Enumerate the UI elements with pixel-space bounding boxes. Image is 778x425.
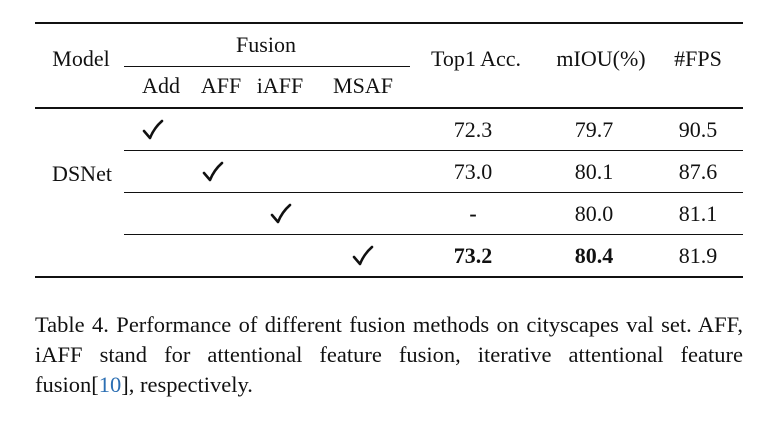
row4-fps: 81.9 xyxy=(678,243,718,268)
row4-miou: 80.4 xyxy=(574,243,614,268)
row-rule-1 xyxy=(124,150,743,151)
row-rule-3 xyxy=(124,234,743,235)
check-icon xyxy=(352,245,374,267)
citation-link[interactable]: 10 xyxy=(98,372,122,397)
row1-fps: 90.5 xyxy=(678,117,718,142)
row3-fps: 81.1 xyxy=(678,201,718,226)
row2-miou: 80.1 xyxy=(574,159,614,184)
table-bottom-rule xyxy=(35,276,743,278)
row3-top1: - xyxy=(469,201,477,226)
row2-fps: 87.6 xyxy=(678,159,718,184)
header-fusion-aff: AFF xyxy=(200,73,242,98)
row2-top1: 73.0 xyxy=(453,159,493,184)
header-top1-acc: Top1 Acc. xyxy=(430,46,522,71)
row3-miou: 80.0 xyxy=(574,201,614,226)
check-icon xyxy=(270,203,292,225)
caption-text: Table 4. Performance of different fusion… xyxy=(35,312,743,397)
table-top-rule xyxy=(35,22,743,24)
row4-top1: 73.2 xyxy=(453,243,493,268)
fusion-group-rule xyxy=(124,66,410,67)
model-name: DSNet xyxy=(52,161,112,186)
header-miou: mIOU(%) xyxy=(556,46,646,71)
header-model: Model xyxy=(52,46,110,71)
row-rule-2 xyxy=(124,192,743,193)
header-fusion-iaff: iAFF xyxy=(256,73,304,98)
header-bottom-rule xyxy=(35,107,743,109)
table-caption: Table 4. Performance of different fusion… xyxy=(35,310,743,400)
check-icon xyxy=(142,119,164,141)
header-fusion-msaf: MSAF xyxy=(333,73,393,98)
header-fps: #FPS xyxy=(674,46,722,71)
row1-miou: 79.7 xyxy=(574,117,614,142)
header-fusion: Fusion xyxy=(236,32,296,57)
header-fusion-add: Add xyxy=(142,73,180,98)
caption-suffix: ], respectively. xyxy=(121,372,253,397)
check-icon xyxy=(202,161,224,183)
row1-top1: 72.3 xyxy=(453,117,493,142)
